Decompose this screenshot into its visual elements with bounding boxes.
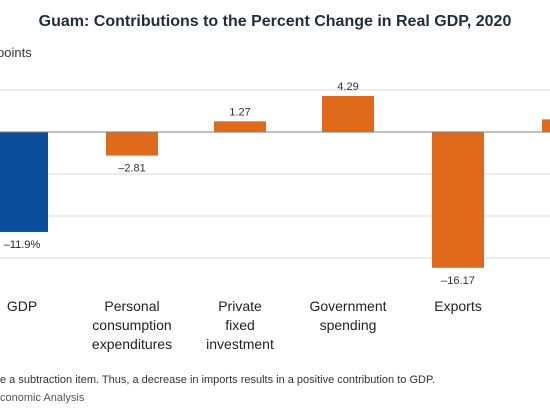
category-label: GDP: [0, 297, 77, 316]
category-label: Private fixed investment: [185, 297, 295, 354]
category-label-line: consumption: [92, 317, 172, 333]
category-label-line: In: [513, 297, 550, 316]
chart-title: Guam: Contributions to the Percent Chang…: [38, 13, 512, 30]
category-label-line: Exports: [434, 298, 482, 314]
category-label-line: fixed: [225, 317, 255, 333]
data-label: 1.27: [229, 106, 250, 118]
category-label: Government spending: [293, 297, 403, 335]
bar-private-fixed-investment: [214, 121, 266, 132]
bar-personal-consumption-expenditures: [106, 132, 158, 156]
category-label: Exports: [403, 297, 513, 316]
category-label-line: Government: [309, 298, 387, 314]
bar-in: [542, 119, 550, 132]
data-label: 4.29: [337, 81, 358, 93]
footnote: e a subtraction item. Thus, a decrease i…: [0, 374, 435, 386]
y-axis-label: points: [0, 45, 32, 60]
data-label: –2.81: [118, 163, 146, 175]
bar-government-spending: [322, 95, 374, 132]
category-label-line: GDP: [6, 298, 38, 314]
category-label-line: Personal: [104, 298, 160, 314]
bar-exports: [432, 132, 484, 268]
category-label: In: [513, 297, 550, 316]
data-label: –16.17: [441, 275, 475, 287]
category-label-line: investment: [206, 336, 274, 352]
source-note: conomic Analysis: [0, 392, 85, 404]
category-label-line: spending: [319, 317, 377, 333]
bar-chart: –11.9% –2.81 1.27 4.29 –16.17: [0, 81, 550, 287]
data-label: –11.9%: [4, 239, 41, 251]
bar-gdp: [0, 132, 48, 232]
category-label-line: Private: [218, 298, 262, 314]
category-label-line: expenditures: [91, 336, 173, 352]
category-label: Personal consumption expenditures: [77, 297, 187, 354]
